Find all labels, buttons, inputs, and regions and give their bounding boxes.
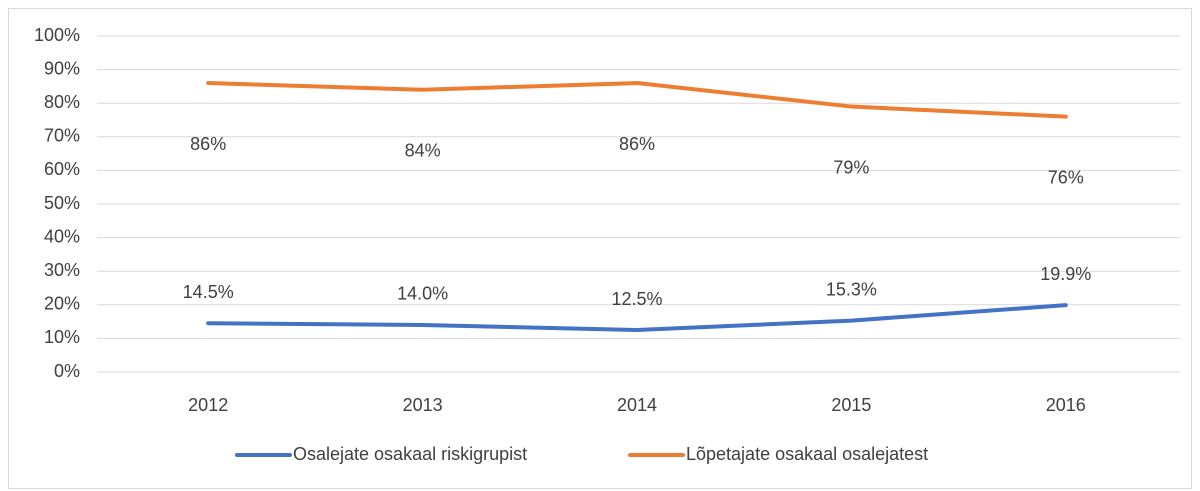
data-label: 76%	[1048, 167, 1084, 187]
data-label: 86%	[619, 134, 655, 154]
y-tick-label: 80%	[44, 92, 80, 112]
series-line	[206, 303, 1068, 332]
y-tick-label: 60%	[44, 159, 80, 179]
y-tick-label: 40%	[44, 226, 80, 246]
y-tick-label: 0%	[54, 361, 80, 381]
data-label: 79%	[833, 157, 869, 177]
x-tick-label: 2016	[1046, 395, 1086, 415]
y-tick-label: 90%	[44, 58, 80, 78]
data-label: 12.5%	[611, 289, 662, 309]
y-tick-label: 30%	[44, 260, 80, 280]
legend-label: Lõpetajate osakaal osalejatest	[686, 444, 928, 464]
data-label: 15.3%	[826, 279, 877, 299]
data-label: 19.9%	[1040, 264, 1091, 284]
y-tick-label: 20%	[44, 294, 80, 314]
data-label: 84%	[405, 141, 441, 161]
data-label: 86%	[190, 134, 226, 154]
legend-label: Osalejate osakaal riskigrupist	[293, 444, 527, 464]
x-tick-label: 2015	[831, 395, 871, 415]
x-tick-label: 2012	[188, 395, 228, 415]
x-tick-label: 2014	[617, 395, 657, 415]
y-tick-label: 10%	[44, 327, 80, 347]
y-tick-label: 50%	[44, 193, 80, 213]
y-tick-label: 100%	[34, 25, 80, 45]
x-tick-label: 2013	[403, 395, 443, 415]
data-label: 14.5%	[183, 282, 234, 302]
data-label: 14.0%	[397, 284, 448, 304]
series-line	[206, 81, 1068, 119]
chart-border	[8, 8, 1192, 489]
y-tick-label: 70%	[44, 126, 80, 146]
